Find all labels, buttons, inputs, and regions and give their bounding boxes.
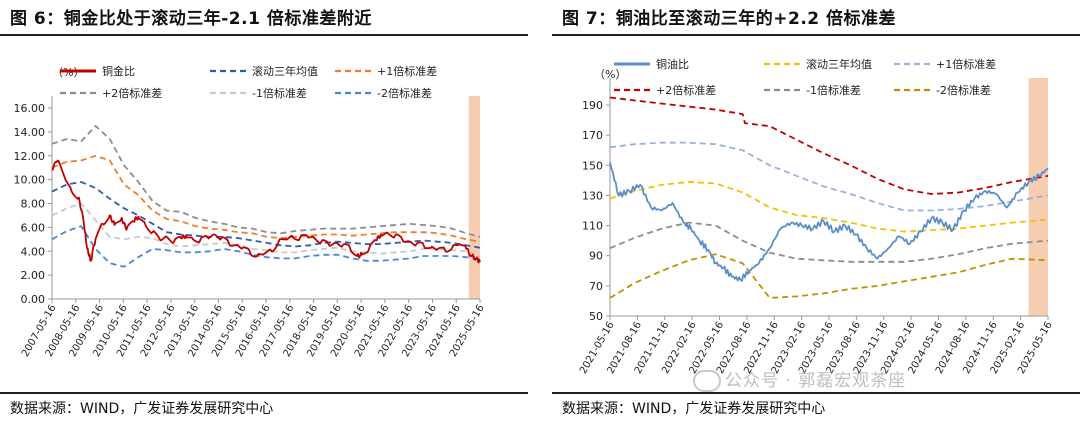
y-tick-label: 14.00 bbox=[14, 126, 46, 139]
watermark-text: 公众号 · 郭磊宏观茶座 bbox=[725, 371, 907, 391]
legend-label-5: -2倍标准差 bbox=[377, 86, 432, 100]
y-tick-label: 130 bbox=[582, 189, 603, 202]
y-tick-label: 2.00 bbox=[21, 269, 46, 282]
source-rule bbox=[552, 392, 1080, 394]
series-line-1 bbox=[609, 181, 1049, 233]
legend-label-3: +2倍标准差 bbox=[102, 86, 162, 100]
y-tick-label: 110 bbox=[582, 220, 603, 233]
title-rule bbox=[552, 34, 1080, 36]
chart-copper-gold-ratio: 0.00 2.00 4.00 6.00 8.00 10.00 12.00 14.00 16.00… bbox=[14, 64, 487, 359]
series-line-3 bbox=[51, 125, 481, 238]
y-tick-label: 70 bbox=[589, 280, 603, 293]
legend-label-0: 铜油比 bbox=[656, 57, 689, 71]
series-line-3 bbox=[609, 96, 1049, 195]
y-tick-label: 0.00 bbox=[21, 293, 46, 306]
y-tick-label: 190 bbox=[582, 99, 603, 112]
y-tick-label: 6.00 bbox=[21, 221, 46, 234]
legend-label-2: +1倍标准差 bbox=[377, 64, 437, 78]
source-note: 数据来源：WIND，广发证券发展研究中心 bbox=[10, 401, 274, 417]
legend-label-5: -2倍标准差 bbox=[936, 83, 991, 97]
series-line-4 bbox=[51, 202, 481, 255]
y-tick-label: 4.00 bbox=[21, 245, 46, 258]
figure-panel-right: 图 7：铜油比至滚动三年的+2.2 倍标准差 50 70 90 110 130 150 17… bbox=[552, 0, 1080, 425]
y-tick-label: 8.00 bbox=[21, 198, 46, 211]
wechat-icon bbox=[693, 370, 721, 392]
legend-label-1: 滚动三年均值 bbox=[252, 64, 318, 78]
figure-title: 图 7：铜油比至滚动三年的+2.2 倍标准差 bbox=[562, 9, 897, 29]
figure-panel-left: 图 6：铜金比处于滚动三年-2.1 倍标准差附近 0.00 2.00 4.00 6.0… bbox=[0, 0, 528, 425]
figure-title: 图 6：铜金比处于滚动三年-2.1 倍标准差附近 bbox=[10, 9, 372, 29]
y-tick-label: 12.00 bbox=[14, 150, 46, 163]
y-tick-label: 90 bbox=[589, 250, 603, 263]
y-tick-label: 16.00 bbox=[14, 102, 46, 115]
y-tick-label: 50 bbox=[589, 310, 603, 323]
legend-label-2: +1倍标准差 bbox=[936, 57, 996, 71]
y-tick-label: 170 bbox=[582, 129, 603, 142]
series-line-5 bbox=[609, 253, 1049, 299]
series-line-2 bbox=[609, 141, 1049, 212]
series-line-0 bbox=[609, 162, 1049, 282]
unit-label: （%） bbox=[594, 68, 626, 81]
chart-copper-oil-ratio: 5070901101301501701902021-05-162021-08-1… bbox=[578, 57, 1055, 376]
y-tick-label: 10.00 bbox=[14, 174, 46, 187]
watermark: 公众号 · 郭磊宏观茶座 bbox=[693, 366, 906, 392]
series-line-4 bbox=[609, 221, 1049, 263]
source-note: 数据来源：WIND，广发证券发展研究中心 bbox=[562, 401, 826, 417]
legend-label-3: +2倍标准差 bbox=[656, 83, 716, 97]
series-line-5 bbox=[51, 225, 481, 268]
y-tick-label: 150 bbox=[582, 159, 603, 172]
series-line-0 bbox=[51, 159, 481, 264]
highlight-band bbox=[468, 96, 480, 299]
source-rule bbox=[0, 392, 528, 394]
title-rule bbox=[0, 34, 528, 36]
legend-label-4: -1倍标准差 bbox=[252, 86, 307, 100]
legend-label-1: 滚动三年均值 bbox=[806, 57, 872, 71]
legend-label-0: 铜金比 bbox=[102, 64, 135, 78]
series-line-2 bbox=[51, 154, 481, 243]
legend-label-4: -1倍标准差 bbox=[806, 83, 861, 97]
